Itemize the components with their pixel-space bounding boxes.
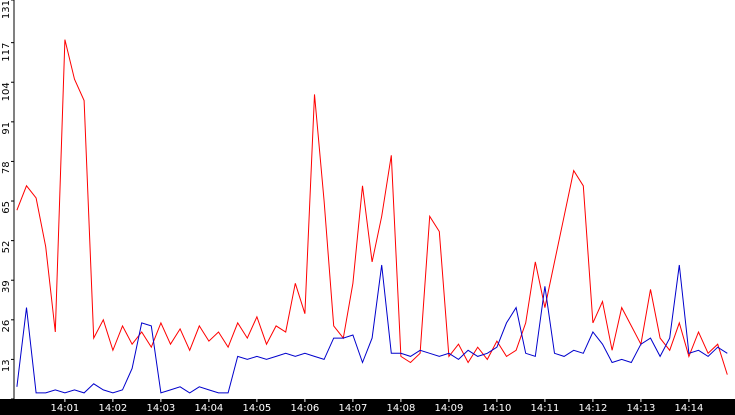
x-tick-label: 14:05: [242, 403, 271, 414]
x-tick-label: 14:01: [50, 403, 79, 414]
x-tick-label: 14:06: [290, 403, 319, 414]
x-tick-label: 14:08: [386, 403, 415, 414]
y-tick-label: 26: [1, 320, 12, 333]
x-tick-label: 14:12: [578, 403, 607, 414]
y-tick-label: 117: [1, 43, 12, 62]
y-tick-label: 39: [1, 280, 12, 293]
y-tick-label: 104: [1, 82, 12, 101]
y-tick-label: 0: [1, 399, 12, 405]
x-tick-label: 14:07: [338, 403, 367, 414]
x-tick-label: 14:04: [194, 403, 223, 414]
x-tick-label: 14:09: [434, 403, 463, 414]
x-tick-label: 14:03: [146, 403, 175, 414]
y-tick-label: 91: [1, 122, 12, 135]
series-line: [16, 264, 728, 394]
x-tick-label: 14:13: [627, 403, 656, 414]
x-tick-label: 14:10: [482, 403, 511, 414]
y-tick-label: 65: [1, 201, 12, 214]
y-tick-label: 52: [1, 241, 12, 254]
x-tick-label: 14:02: [98, 403, 127, 414]
y-tick-label: 131: [1, 0, 12, 19]
y-tick-label: 78: [1, 161, 12, 174]
x-tick-label: 14:11: [530, 403, 559, 414]
x-axis-bar: [0, 399, 735, 415]
y-tick-label: 13: [1, 359, 12, 372]
x-tick-label: 14:14: [675, 403, 704, 414]
series-line: [16, 39, 728, 375]
